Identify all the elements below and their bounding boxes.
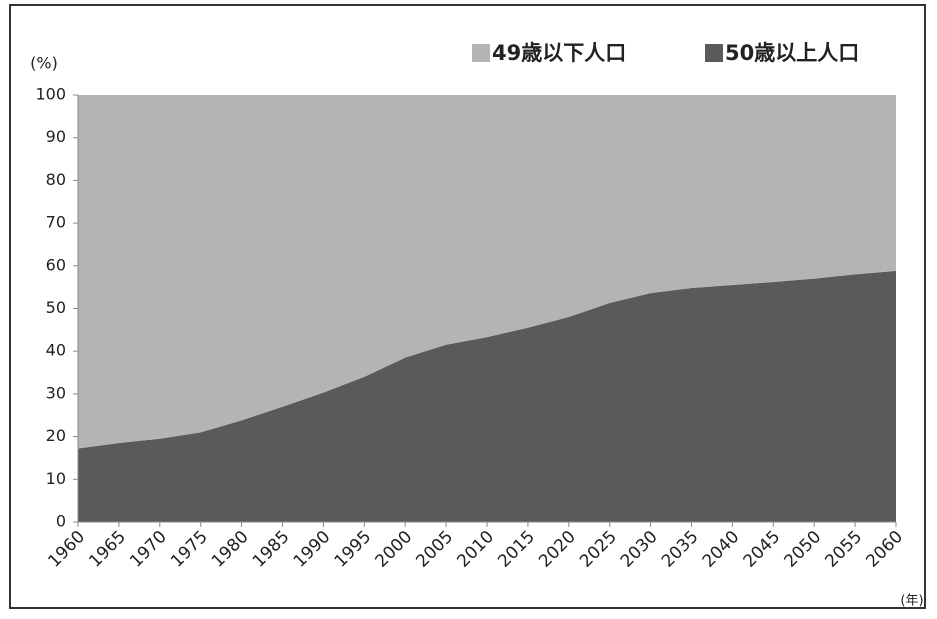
area bbox=[78, 95, 896, 449]
x-tick-label: 1985 bbox=[249, 527, 294, 572]
y-axis-label: (%) bbox=[30, 54, 58, 73]
y-tick-label: 20 bbox=[46, 426, 66, 445]
y-tick-label: 30 bbox=[46, 383, 66, 402]
x-tick-label: 2055 bbox=[821, 527, 866, 572]
x-tick-label: 1995 bbox=[331, 527, 376, 572]
x-tick-label: 2005 bbox=[412, 527, 457, 572]
x-tick-label: 2060 bbox=[862, 527, 907, 572]
y-tick-label: 90 bbox=[46, 127, 66, 146]
x-tick-label: 1965 bbox=[85, 527, 130, 572]
y-tick-label: 100 bbox=[35, 85, 66, 104]
chart-frame bbox=[9, 4, 926, 609]
x-tick-label: 2010 bbox=[453, 527, 498, 572]
x-tick-label: 1975 bbox=[167, 527, 212, 572]
x-tick-label: 1990 bbox=[290, 527, 335, 572]
x-tick-label: 1980 bbox=[208, 527, 253, 572]
legend-text: 50歳以上人口 bbox=[725, 41, 859, 65]
y-tick-label: 80 bbox=[46, 170, 66, 189]
x-tick-label: 2015 bbox=[494, 527, 539, 572]
x-tick-label: 2045 bbox=[740, 527, 785, 572]
x-tick-label: 2035 bbox=[658, 527, 703, 572]
area bbox=[78, 270, 896, 522]
x-tick-label: 2030 bbox=[617, 527, 662, 572]
y-tick-label: 60 bbox=[46, 255, 66, 274]
x-tick-label: 1960 bbox=[44, 527, 89, 572]
legend-swatch bbox=[472, 44, 490, 62]
x-axis-label: (年) bbox=[900, 594, 923, 609]
x-tick-label: 1970 bbox=[126, 527, 171, 572]
y-tick-label: 10 bbox=[46, 469, 66, 488]
y-tick-label: 50 bbox=[46, 298, 66, 317]
x-tick-label: 2050 bbox=[781, 527, 826, 572]
x-tick-label: 2020 bbox=[535, 527, 580, 572]
legend-swatch bbox=[705, 44, 723, 62]
x-tick-label: 2040 bbox=[699, 527, 744, 572]
x-tick-label: 2025 bbox=[576, 527, 621, 572]
y-tick-label: 40 bbox=[46, 341, 66, 360]
y-tick-label: 70 bbox=[46, 213, 66, 232]
legend-text: 49歳以下人口 bbox=[492, 41, 626, 65]
y-tick-label: 0 bbox=[56, 512, 66, 531]
x-tick-label: 2000 bbox=[372, 527, 417, 572]
